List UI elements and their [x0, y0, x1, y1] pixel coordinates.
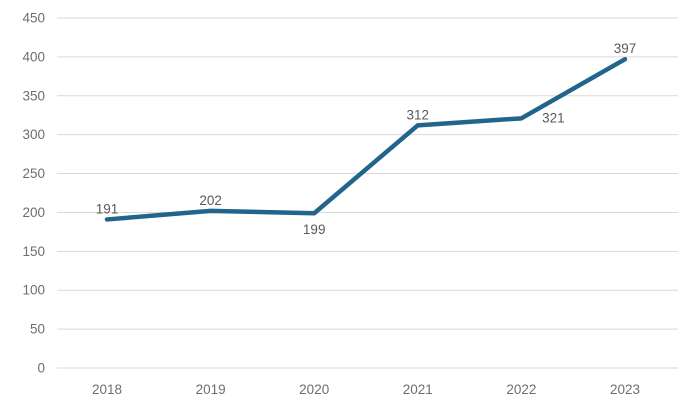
y-axis-tick-label: 400	[22, 49, 45, 64]
y-axis-tick-label: 150	[22, 244, 45, 259]
y-axis-tick-label: 200	[22, 205, 45, 220]
x-axis-tick-label: 2023	[610, 382, 640, 397]
y-axis-tick-label: 350	[22, 88, 45, 103]
data-point-label: 199	[303, 222, 326, 237]
data-point-label: 312	[407, 107, 430, 122]
y-axis-tick-label: 0	[37, 361, 45, 376]
y-axis-tick-label: 300	[22, 127, 45, 142]
data-point-label: 191	[96, 201, 119, 216]
data-series-line	[104, 56, 628, 222]
data-point-label: 321	[542, 110, 565, 125]
x-axis-tick-label: 2020	[299, 382, 329, 397]
y-axis-tick-label: 250	[22, 166, 45, 181]
y-axis-tick-label: 100	[22, 283, 45, 298]
y-axis-tick-label: 450	[22, 11, 45, 26]
data-point-label: 397	[614, 41, 637, 56]
x-axis-tick-label: 2019	[196, 382, 226, 397]
x-axis-tick-label: 2022	[506, 382, 536, 397]
y-axis-tick-label: 50	[30, 322, 45, 337]
data-point-label: 202	[199, 193, 222, 208]
x-axis-tick-label: 2021	[403, 382, 433, 397]
x-axis-tick-label: 2018	[92, 382, 122, 397]
